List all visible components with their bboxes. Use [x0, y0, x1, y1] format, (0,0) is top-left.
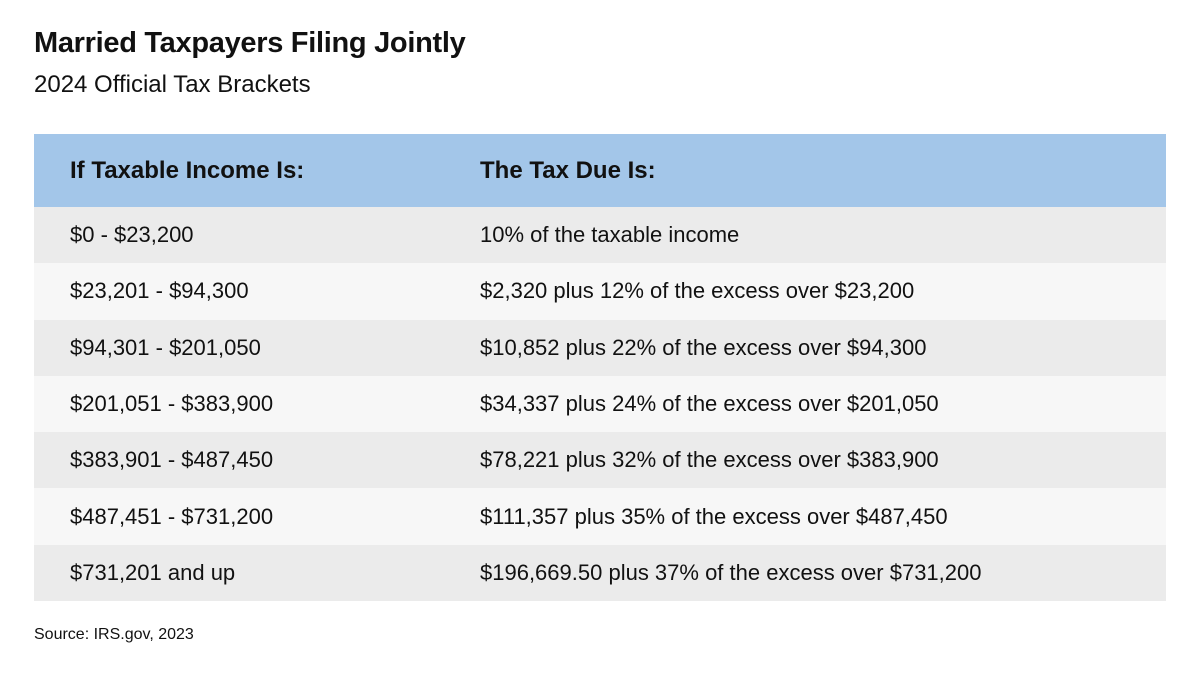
table-row: $731,201 and up $196,669.50 plus 37% of …: [34, 544, 1166, 602]
header-income: If Taxable Income Is:: [70, 156, 305, 184]
table-row: $201,051 - $383,900 $34,337 plus 24% of …: [34, 375, 1166, 433]
income-cell: $94,301 - $201,050: [70, 334, 261, 360]
income-cell: $0 - $23,200: [70, 222, 194, 248]
income-cell: $201,051 - $383,900: [70, 391, 274, 417]
tax-cell: $78,221 plus 32% of the excess over $383…: [480, 447, 939, 473]
table-row: $487,451 - $731,200 $111,357 plus 35% of…: [34, 488, 1166, 545]
source-note: Source: IRS.gov, 2023: [34, 626, 194, 643]
income-cell: $487,451 - $731,200: [70, 503, 274, 529]
tax-cell: $196,669.50 plus 37% of the excess over …: [480, 559, 982, 585]
table-row: $94,301 - $201,050 $10,852 plus 22% of t…: [34, 319, 1166, 376]
table-row: $0 - $23,200 10% of the taxable income: [34, 207, 1166, 264]
income-cell: $23,201 - $94,300: [70, 278, 249, 304]
tax-bracket-table: If Taxable Income Is: The Tax Due Is: $0…: [34, 134, 1166, 602]
tax-cell: $34,337 plus 24% of the excess over $201…: [480, 391, 939, 417]
table-header-row: If Taxable Income Is: The Tax Due Is:: [34, 134, 1166, 207]
table-row: $383,901 - $487,450 $78,221 plus 32% of …: [34, 432, 1166, 489]
income-cell: $383,901 - $487,450: [70, 447, 274, 473]
tax-cell: $111,357 plus 35% of the excess over $48…: [480, 503, 948, 529]
tax-cell: 10% of the taxable income: [480, 222, 740, 248]
tax-cell: $2,320 plus 12% of the excess over $23,2…: [480, 278, 915, 304]
header-tax: The Tax Due Is:: [480, 156, 656, 184]
page-title: Married Taxpayers Filing Jointly: [34, 27, 466, 59]
tax-cell: $10,852 plus 22% of the excess over $94,…: [480, 334, 927, 360]
page-subtitle: 2024 Official Tax Brackets: [34, 71, 311, 98]
income-cell: $731,201 and up: [70, 559, 236, 585]
table-row: $23,201 - $94,300 $2,320 plus 12% of the…: [34, 263, 1166, 320]
